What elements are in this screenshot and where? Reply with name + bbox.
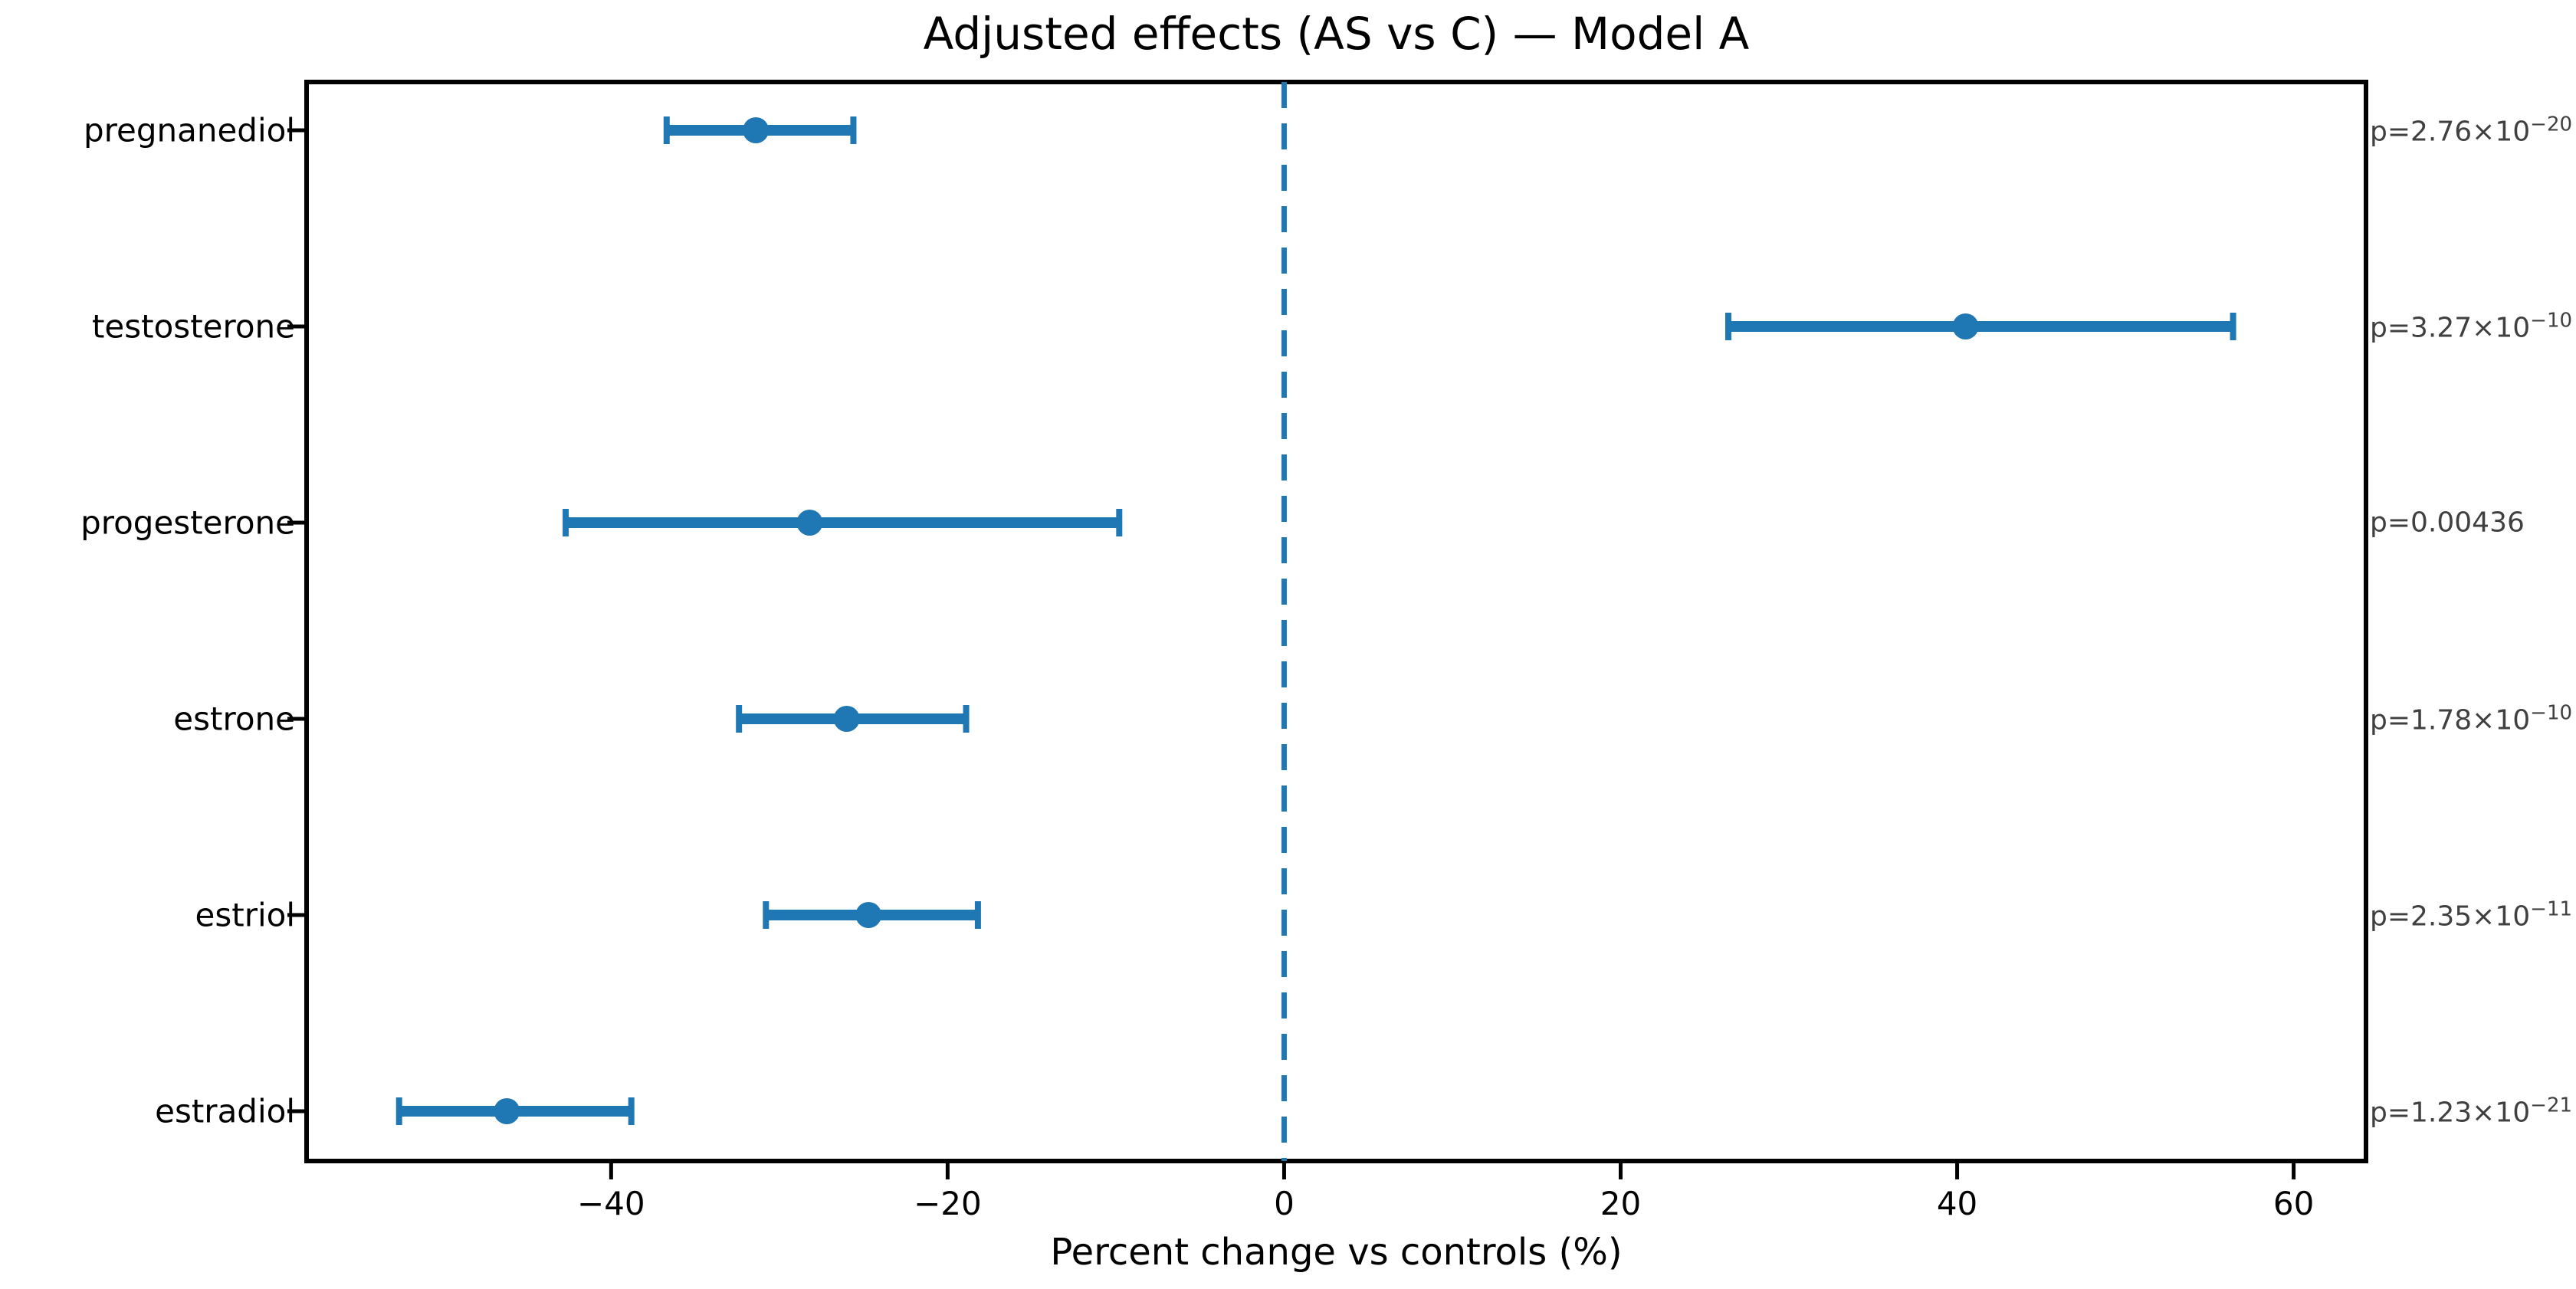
y-tick-label: estrone <box>173 700 295 738</box>
y-tick-label: estriol <box>195 896 296 934</box>
point-estimate-marker <box>855 902 882 928</box>
x-tick-label: −40 <box>577 1185 645 1222</box>
p-value-label: p=1.78×10−10 <box>2370 701 2573 736</box>
x-tick-label: −20 <box>914 1185 982 1222</box>
p-value-label: p=2.76×10−20 <box>2370 113 2573 148</box>
axes-frame <box>304 80 2368 1163</box>
y-tick-label: testosterone <box>91 307 295 346</box>
point-estimate-marker <box>743 117 770 143</box>
y-tick-label: progesterone <box>80 503 295 542</box>
x-axis-title: Percent change vs controls (%) <box>1050 1231 1623 1274</box>
p-value-label: p=3.27×10−10 <box>2370 309 2573 344</box>
p-value-label: p=0.00436 <box>2370 507 2525 539</box>
point-estimate-marker <box>796 510 823 536</box>
plot-title: Adjusted effects (AS vs C) — Model A <box>923 8 1750 60</box>
p-value-label: p=2.35×10−11 <box>2370 897 2573 933</box>
p-value-label: p=1.23×10−21 <box>2370 1094 2573 1129</box>
point-estimate-marker <box>833 706 860 732</box>
x-tick-label: 0 <box>1274 1185 1295 1222</box>
point-estimate-marker <box>494 1098 520 1124</box>
y-tick-label: estradiol <box>155 1092 295 1130</box>
point-estimate-marker <box>1952 313 1979 339</box>
x-tick-label: 20 <box>1600 1185 1642 1222</box>
x-tick-label: 40 <box>1936 1185 1978 1222</box>
y-tick-label: pregnanediol <box>83 111 295 149</box>
x-tick-label: 60 <box>2272 1185 2315 1222</box>
